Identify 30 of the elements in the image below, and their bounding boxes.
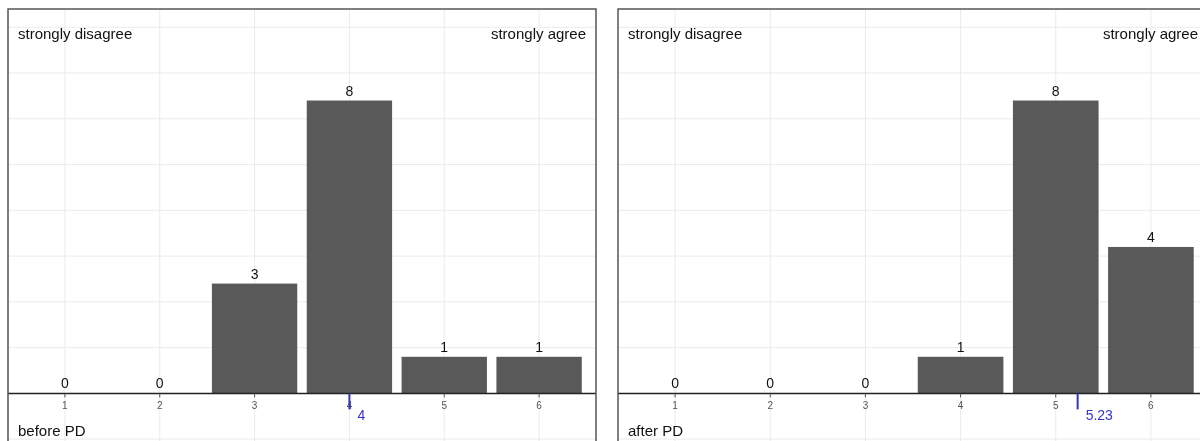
data-label: 0	[861, 375, 870, 392]
data-label: 1	[440, 338, 449, 355]
data-label: 3	[250, 265, 259, 282]
data-label: 1	[535, 338, 544, 355]
annotation: before PD	[18, 422, 86, 440]
x-tick-label: 1	[62, 400, 69, 412]
x-tick-label: 5	[441, 400, 448, 412]
annotation: after PD	[628, 422, 684, 440]
x-tick-label: 4	[957, 400, 964, 412]
x-tick-label: 3	[251, 400, 258, 412]
x-tick-label: 1	[672, 400, 679, 412]
annotation: strongly disagree	[628, 25, 743, 42]
x-tick-label: 2	[767, 400, 774, 412]
data-label: 0	[155, 375, 164, 392]
annotation: strongly agree	[1102, 25, 1198, 42]
x-tick-label: 3	[862, 400, 869, 412]
data-label: 0	[766, 375, 775, 392]
x-tick-label: 6	[1148, 400, 1155, 412]
x-tick-label: 6	[536, 400, 543, 412]
data-label: 8	[1051, 82, 1060, 99]
ref-line-label: 5.23	[1085, 407, 1114, 424]
data-label: 0	[671, 375, 680, 392]
x-tick-label: 2	[156, 400, 163, 412]
data-label: 8	[345, 82, 354, 99]
annotation: strongly agree	[490, 25, 586, 42]
x-tick-label: 5	[1052, 400, 1059, 412]
annotation: strongly disagree	[18, 25, 133, 42]
data-label: 4	[1147, 228, 1155, 245]
data-label: 1	[956, 338, 965, 355]
data-label: 0	[61, 375, 69, 392]
